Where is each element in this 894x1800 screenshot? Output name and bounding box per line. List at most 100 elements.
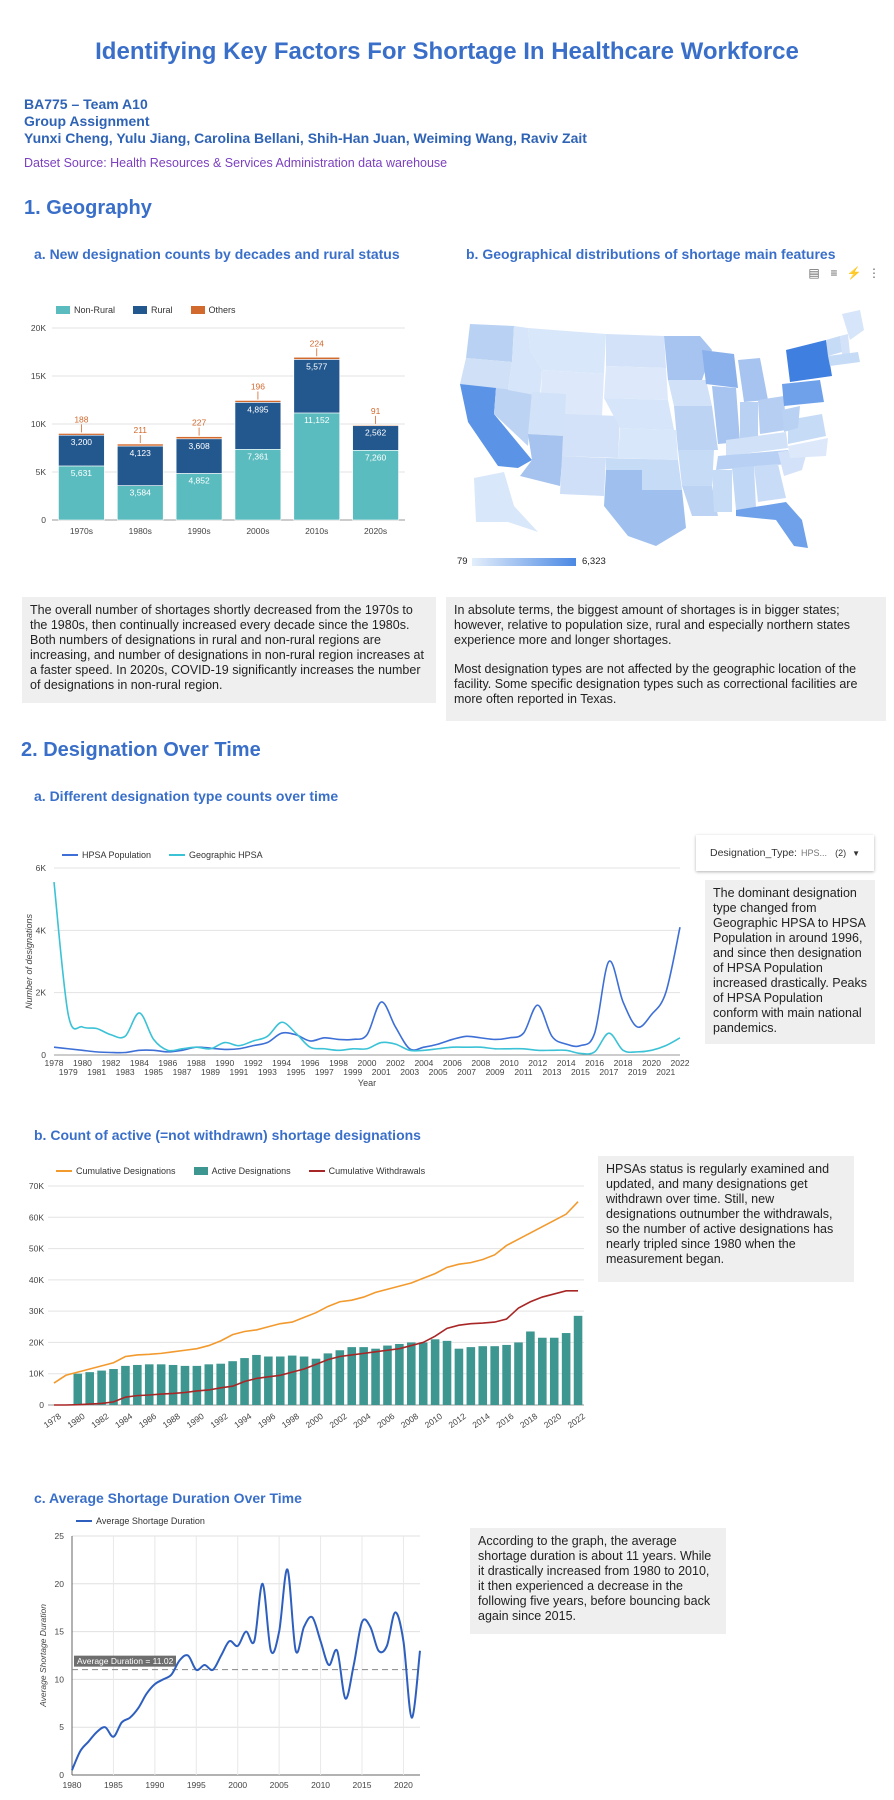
x-tick-label: 1980 xyxy=(63,1780,82,1790)
x-tick-label: 1980s xyxy=(129,526,152,536)
bar xyxy=(526,1331,535,1405)
filter-count: (2) xyxy=(835,848,847,858)
y-tick-label: 30K xyxy=(29,1306,44,1316)
x-tick-label: 1978 xyxy=(42,1411,63,1430)
x-tick-label: 2022 xyxy=(566,1411,587,1430)
y-tick-label: 0 xyxy=(39,1400,44,1410)
bar-segment xyxy=(175,436,223,440)
more-vert-icon[interactable]: ⋮ xyxy=(868,266,880,280)
bar xyxy=(514,1342,523,1405)
note-duration: According to the graph, the average shor… xyxy=(470,1528,726,1634)
state-nv xyxy=(494,388,532,446)
bar xyxy=(156,1364,166,1405)
state-ak xyxy=(474,472,538,532)
legend-swatch-rural xyxy=(133,306,148,314)
state-wa xyxy=(466,324,514,362)
legend-swatch-non-rural xyxy=(56,306,70,314)
x-tick-label: 2002 xyxy=(327,1411,348,1430)
x-tick-label: 1988 xyxy=(161,1411,182,1430)
y-tick-label: 5K xyxy=(36,467,47,477)
x-tick-label: 2010 xyxy=(423,1411,444,1430)
bar xyxy=(395,1343,404,1405)
state-pa xyxy=(782,380,824,406)
bar-value-label: 196 xyxy=(251,381,265,391)
x-tick-label: 1994 xyxy=(232,1411,253,1430)
state-ok xyxy=(606,458,682,490)
bar-value-label: 224 xyxy=(310,338,324,348)
bar-segment xyxy=(175,473,223,521)
x-tick-label: 2014 xyxy=(470,1411,491,1430)
state-or xyxy=(460,358,512,390)
chart-edit-icon[interactable]: ▤ xyxy=(808,266,820,280)
x-tick-label: 2017 xyxy=(599,1067,618,1077)
page-title: Identifying Key Factors For Shortage In … xyxy=(95,38,799,65)
x-tick-label: 1990s xyxy=(187,526,210,536)
x-tick-label: 1993 xyxy=(258,1067,277,1077)
note-geography: In absolute terms, the biggest amount of… xyxy=(446,597,886,721)
bar xyxy=(109,1369,118,1405)
chart1-legend: Non-Rural Rural Others xyxy=(56,305,236,315)
bar-value-label: 3,200 xyxy=(71,437,93,447)
x-tick-label: 2021 xyxy=(656,1067,675,1077)
filter-icon[interactable]: ≡ xyxy=(830,266,838,280)
y-tick-label: 50K xyxy=(29,1244,44,1254)
bar xyxy=(442,1340,452,1405)
note-types: The dominant designation type changed fr… xyxy=(705,880,875,1044)
state-nm xyxy=(560,456,606,496)
state-me xyxy=(842,310,864,340)
state-ga xyxy=(754,464,786,502)
x-tick-label: 2014 xyxy=(557,1058,576,1068)
assignment-label: Group Assignment xyxy=(24,113,150,129)
x-tick-label: 2003 xyxy=(400,1067,419,1077)
bar-segment xyxy=(293,359,340,414)
x-tick-label: 2018 xyxy=(518,1411,539,1430)
bar-value-label: 3,584 xyxy=(130,488,152,498)
legend-label-cumulative-withdrawals: Cumulative Withdrawals xyxy=(328,1166,426,1176)
series-line xyxy=(53,881,681,1055)
state-wi xyxy=(702,350,738,388)
x-tick-label: 2009 xyxy=(486,1067,505,1077)
y-tick-label: 10K xyxy=(31,419,46,429)
x-tick-label: 1983 xyxy=(116,1067,135,1077)
legend-label-active-designations: Active Designations xyxy=(211,1166,291,1176)
x-tick-label: 1990 xyxy=(185,1411,206,1430)
x-axis-title: Year xyxy=(358,1078,376,1088)
chart-toolbar: ▤ ≡ ⚡ ⋮ xyxy=(804,266,884,280)
bar xyxy=(466,1347,476,1405)
bar-value-label: 211 xyxy=(133,425,147,435)
legend-line-cumulative-designations xyxy=(56,1170,72,1172)
bar-segment xyxy=(117,485,164,521)
x-tick-label: 1979 xyxy=(59,1067,78,1077)
state-co xyxy=(562,414,620,458)
x-tick-label: 2020 xyxy=(394,1780,413,1790)
x-tick-label: 1990 xyxy=(145,1780,164,1790)
bar-value-label: 3,608 xyxy=(188,441,210,451)
y-tick-label: 25 xyxy=(55,1531,65,1541)
bar-segment xyxy=(175,438,223,474)
legend-label-hpsa-population: HPSA Population xyxy=(82,850,152,860)
x-tick-label: 1985 xyxy=(104,1780,123,1790)
bar xyxy=(407,1342,416,1405)
bar xyxy=(573,1315,583,1405)
x-tick-label: 1992 xyxy=(244,1058,263,1068)
x-tick-label: 1980 xyxy=(65,1411,86,1430)
bar xyxy=(287,1355,297,1405)
state-az xyxy=(520,434,564,486)
legend-line-average-duration xyxy=(76,1520,92,1522)
y-tick-label: 0 xyxy=(41,1050,46,1060)
x-tick-label: 1987 xyxy=(173,1067,192,1077)
map-color-scale xyxy=(472,558,576,566)
bar xyxy=(359,1347,368,1405)
bolt-icon[interactable]: ⚡ xyxy=(846,266,862,280)
x-tick-label: 1995 xyxy=(187,1780,206,1790)
filter-value: HPS... xyxy=(800,848,827,858)
legend-label-cumulative-designations: Cumulative Designations xyxy=(76,1166,176,1176)
designation-type-filter[interactable]: Designation_Type: HPS... (2) ▼ xyxy=(696,835,874,871)
series-line xyxy=(71,1568,421,1771)
state-ma xyxy=(828,352,860,366)
state-al xyxy=(732,466,756,510)
x-tick-label: 2015 xyxy=(571,1067,590,1077)
bar-value-label: 227 xyxy=(192,418,206,428)
bar xyxy=(180,1365,190,1405)
